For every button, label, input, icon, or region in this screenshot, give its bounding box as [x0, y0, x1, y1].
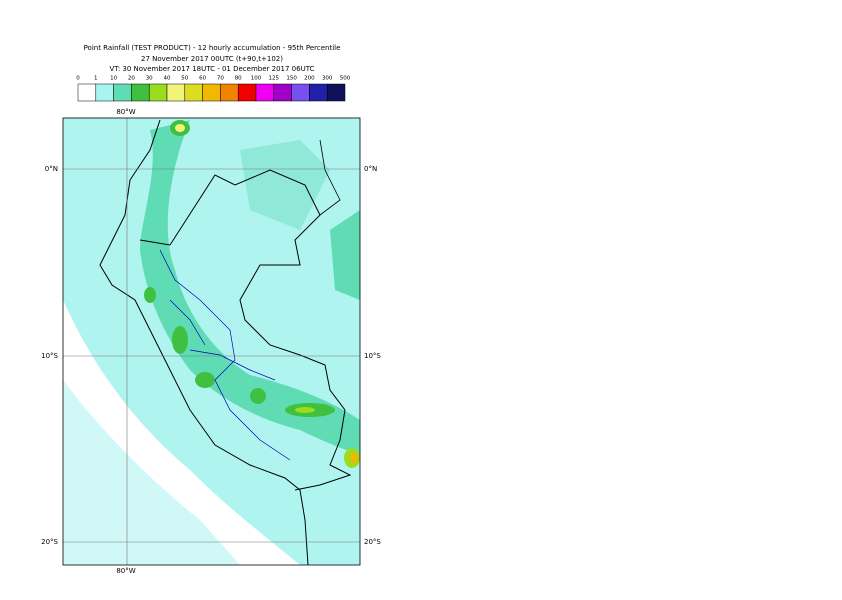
legend-label: 60 [199, 76, 206, 82]
legend-label: 30 [146, 76, 153, 82]
legend-swatch [326, 83, 346, 102]
legend-label: 500 [340, 76, 351, 82]
legend-swatch [166, 83, 186, 102]
legend-label: 0 [76, 76, 80, 82]
legend-label: 150 [286, 76, 297, 82]
legend-swatch [273, 83, 292, 102]
lat-label: 0°N [364, 165, 377, 173]
lon-label: 80°W [116, 108, 135, 116]
legend-swatch [184, 83, 203, 102]
legend-swatch [113, 83, 132, 102]
legend-swatch [255, 83, 275, 102]
legend-label: 80 [235, 76, 242, 82]
legend-swatch [77, 83, 97, 102]
legend-swatch [95, 83, 114, 102]
legend-swatch [291, 83, 310, 102]
lat-labels: 0°N 0°N 10°S 10°S 20°S 20°S [41, 165, 381, 546]
legend-label: 300 [322, 76, 333, 82]
legend-swatch [148, 83, 168, 102]
legend-label: 100 [251, 76, 262, 82]
lat-label: 0°N [45, 165, 58, 173]
valid-time: VT: 30 November 2017 18UTC - 01 December… [110, 65, 315, 73]
lat-label: 20°S [364, 538, 381, 546]
legend-swatch [202, 83, 221, 102]
legend-label: 200 [304, 76, 315, 82]
lon-label: 80°W [116, 567, 135, 575]
legend-label: 70 [217, 76, 224, 82]
base-time: 27 November 2017 00UTC (t+90,t+102) [141, 55, 283, 63]
lat-label: 10°S [364, 352, 381, 360]
lat-label: 20°S [41, 538, 58, 546]
map-frame [62, 117, 361, 566]
legend-label: 1 [94, 76, 98, 82]
legend-label: 10 [110, 76, 117, 82]
legend-swatch [237, 83, 257, 102]
lat-label: 10°S [41, 352, 58, 360]
legend-label: 50 [181, 76, 188, 82]
legend-label: 40 [164, 76, 171, 82]
legend: 0 1 10 20 30 40 50 60 70 80 100 125 150 200 300 500 [76, 76, 351, 102]
legend-swatch [131, 83, 150, 102]
legend-swatch [309, 83, 328, 102]
title: Point Rainfall (TEST PRODUCT) - 12 hourl… [84, 44, 341, 52]
legend-swatch [220, 83, 239, 102]
legend-label: 20 [128, 76, 135, 82]
legend-label: 125 [269, 76, 280, 82]
map [63, 118, 360, 565]
